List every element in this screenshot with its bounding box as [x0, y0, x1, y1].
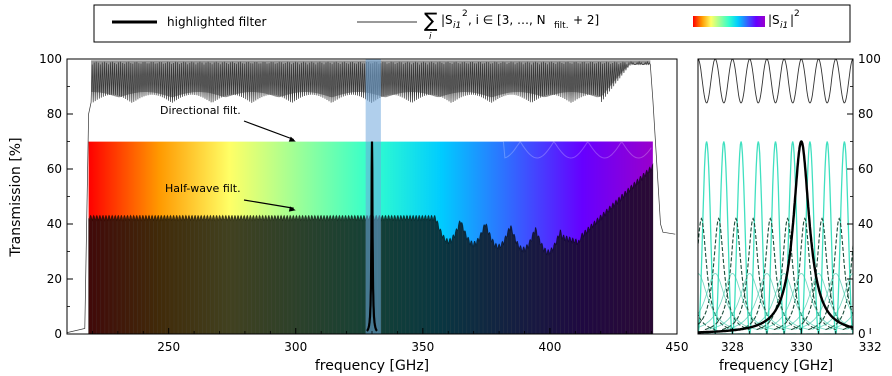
zoom-x-tick-label: 328	[721, 340, 744, 354]
colormap-sub: i1	[780, 21, 788, 31]
zoom-sum-line	[698, 59, 853, 104]
zoom-plot-area	[698, 59, 853, 334]
legend-label-highlighted: highlighted filter	[167, 15, 267, 29]
zoom-halfwave-peak	[808, 217, 853, 331]
zoom-directional-peak	[703, 141, 745, 334]
main-x-axis-title: frequency [GHz]	[315, 358, 429, 374]
zoom-directional-peak	[772, 141, 814, 334]
zoom-directional-peak	[754, 141, 797, 334]
zoom-sidelobe	[698, 273, 757, 330]
sum-sigma: ∑	[424, 8, 438, 32]
x-tick-label: 250	[157, 340, 180, 354]
zoom-directional-peak	[789, 141, 831, 334]
y-tick-label: 0	[54, 327, 62, 341]
zoom-y-tick-label: 100	[858, 52, 881, 66]
legend-label-sum: ∑ i |S i1 2 , i ∈ [3, …, N filt. + 2]	[424, 8, 599, 42]
y-tick-label: 80	[47, 107, 62, 121]
y-tick-label: 20	[47, 272, 62, 286]
annotation-arrow-line	[243, 199, 294, 209]
zoom-sidelobe	[698, 273, 740, 330]
x-tick-label: 300	[284, 340, 307, 354]
annotation-label: Directional filt.	[160, 104, 241, 117]
zoom-y-tick-label: 20	[858, 272, 873, 286]
zoom-sidelobe	[708, 273, 792, 330]
zoom-highlighted-filter	[698, 140, 853, 334]
colormap-end: |	[790, 13, 794, 27]
sum-pow: 2	[462, 9, 468, 19]
x-tick-label: 400	[538, 340, 561, 354]
sum-index: i	[429, 32, 432, 42]
colormap-body: |S	[768, 13, 780, 27]
highlighted-filter-line	[366, 141, 378, 332]
zoom-directional-peak	[806, 141, 848, 334]
y-tick-label: 40	[47, 217, 62, 231]
annotation-arrow-head	[288, 206, 296, 212]
sum-body: |S	[441, 13, 453, 27]
zoom-directional-peak	[720, 141, 762, 334]
y-tick-label: 100	[39, 52, 62, 66]
main-ticks: 250 300 350 400 450 0 20 40 60 80 100	[39, 52, 688, 354]
zoom-sidelobe	[759, 273, 843, 330]
sum-sub: i1	[453, 21, 461, 31]
zoom-x-axis-title: frequency [GHz]	[719, 358, 833, 374]
sum-condition-sub: filt.	[554, 21, 569, 31]
zoom-x-tick-label: 330	[790, 340, 813, 354]
main-y-axis-title: Transmission [%]	[8, 137, 24, 257]
main-annotations: Directional filt. Half-wave filt.	[160, 104, 296, 212]
sum-condition-end: + 2]	[573, 13, 599, 27]
zoom-x-tick-label: 332	[859, 340, 882, 354]
y-tick-label: 60	[47, 162, 62, 176]
annotation-arrow-head	[288, 136, 296, 142]
zoom-directional-peak	[823, 141, 853, 334]
zoom-y-tick-label: 60	[858, 162, 873, 176]
legend-swatch-colormap	[693, 16, 765, 27]
x-tick-label: 450	[666, 340, 689, 354]
zoom-directional-peak	[737, 141, 779, 334]
annotation-label: Half-wave filt.	[165, 182, 241, 195]
zoom-y-tick-label: 80	[858, 107, 873, 121]
zoom-sidelobe	[794, 273, 853, 330]
main-plot-area	[67, 59, 676, 334]
annotation-arrow-line	[243, 120, 294, 141]
legend-label-colormap: |S i1 | 2	[768, 9, 800, 31]
zoom-directional-peak	[698, 141, 728, 334]
legend: highlighted filter ∑ i |S i1 2 , i ∈ [3,…	[93, 4, 851, 43]
zoom-sidelobe	[725, 273, 809, 330]
main-chart: 250 300 350 400 450 0 20 40 60 80 100 frequency [G…	[8, 52, 688, 374]
zoom-y-tick-label: 40	[858, 217, 873, 231]
colormap-pow: 2	[794, 9, 800, 19]
x-tick-label: 350	[411, 340, 434, 354]
zoom-y-tick-label: 0	[858, 327, 866, 341]
sum-condition: , i ∈ [3, …, N	[468, 13, 546, 27]
zoom-sidelobe	[811, 273, 853, 330]
